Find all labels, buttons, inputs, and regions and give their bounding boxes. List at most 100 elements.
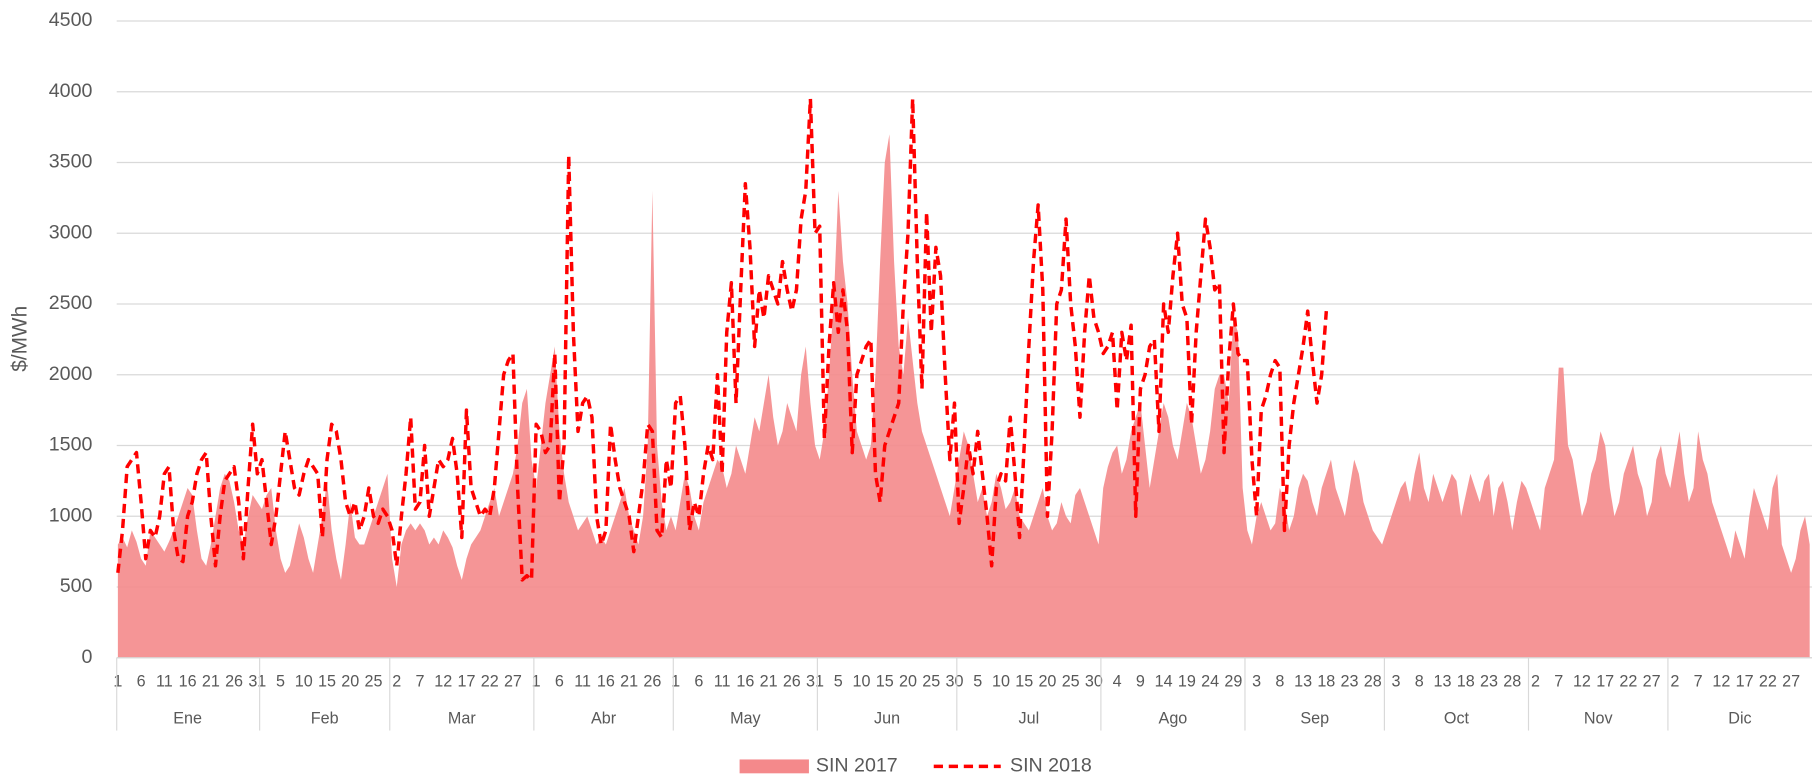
x-tick-label: 5: [834, 672, 843, 690]
x-tick-label: 4: [1113, 672, 1122, 690]
x-tick-label: 13: [1294, 672, 1312, 690]
x-tick-label: 23: [1341, 672, 1359, 690]
y-axis-label: $/MWh: [8, 306, 31, 372]
x-tick-label: 22: [481, 672, 499, 690]
y-tick-label: 4500: [49, 9, 93, 31]
x-group-label: May: [730, 709, 761, 727]
x-tick-label: 11: [156, 672, 173, 690]
x-tick-label: 6: [555, 672, 564, 690]
x-tick-label: 2: [1670, 672, 1679, 690]
x-group-label: Ago: [1159, 709, 1188, 727]
x-tick-label: 31: [806, 672, 824, 690]
legend-swatch: [740, 759, 809, 773]
x-tick-label: 12: [434, 672, 452, 690]
y-tick-label: 1500: [49, 434, 93, 456]
legend-label: SIN 2018: [1010, 755, 1092, 777]
x-tick-label: 21: [620, 672, 638, 690]
x-tick-label: 17: [1736, 672, 1754, 690]
x-tick-label: 30: [945, 672, 963, 690]
x-group-label: Mar: [448, 709, 476, 727]
x-tick-label: 6: [694, 672, 703, 690]
x-tick-label: 8: [1415, 672, 1424, 690]
x-tick-label: 30: [1085, 672, 1103, 690]
x-tick-label: 16: [597, 672, 615, 690]
x-tick-label: 1: [671, 672, 680, 690]
x-tick-label: 11: [574, 672, 591, 690]
x-tick-label: 3: [1392, 672, 1401, 690]
x-tick-label: 11: [714, 672, 731, 690]
x-tick-label: 16: [736, 672, 754, 690]
x-tick-label: 25: [922, 672, 940, 690]
x-group-label: Dic: [1728, 709, 1751, 727]
x-tick-label: 18: [1317, 672, 1335, 690]
x-tick-label: 27: [504, 672, 522, 690]
x-tick-label: 17: [457, 672, 475, 690]
x-tick-label: 2: [1531, 672, 1540, 690]
x-tick-label: 10: [992, 672, 1010, 690]
x-tick-label: 7: [1694, 672, 1703, 690]
x-tick-label: 21: [760, 672, 778, 690]
y-tick-label: 4000: [49, 80, 93, 102]
x-tick-label: 20: [1038, 672, 1056, 690]
x-group-label: Nov: [1584, 709, 1614, 727]
x-tick-label: 26: [783, 672, 801, 690]
y-tick-label: 2000: [49, 363, 93, 385]
x-tick-label: 8: [1275, 672, 1284, 690]
x-tick-label: 1: [113, 672, 122, 690]
legend-label: SIN 2017: [816, 755, 898, 777]
x-tick-label: 22: [1759, 672, 1777, 690]
x-tick-label: 21: [202, 672, 220, 690]
x-tick-label: 13: [1434, 672, 1452, 690]
x-tick-label: 16: [179, 672, 197, 690]
x-tick-label: 5: [973, 672, 982, 690]
x-tick-label: 12: [1573, 672, 1591, 690]
x-tick-label: 20: [341, 672, 359, 690]
x-tick-label: 25: [1062, 672, 1080, 690]
x-tick-label: 9: [1136, 672, 1145, 690]
x-tick-label: 3: [1252, 672, 1261, 690]
y-tick-label: 2500: [49, 292, 93, 314]
x-tick-label: 24: [1201, 672, 1219, 690]
x-group-label: Abr: [591, 709, 617, 727]
x-tick-label: 25: [365, 672, 383, 690]
x-tick-label: 28: [1503, 672, 1521, 690]
x-tick-label: 27: [1782, 672, 1800, 690]
x-tick-label: 12: [1712, 672, 1730, 690]
x-group-label: Feb: [311, 709, 339, 727]
x-tick-label: 1: [532, 672, 541, 690]
x-tick-label: 15: [318, 672, 336, 690]
x-tick-label: 19: [1178, 672, 1196, 690]
x-tick-label: 5: [276, 672, 285, 690]
y-tick-label: 3000: [49, 221, 93, 243]
x-tick-label: 26: [643, 672, 661, 690]
x-tick-label: 23: [1480, 672, 1498, 690]
x-tick-label: 18: [1457, 672, 1475, 690]
x-tick-label: 10: [853, 672, 871, 690]
x-tick-label: 17: [1596, 672, 1614, 690]
x-tick-label: 27: [1643, 672, 1661, 690]
x-tick-label: 2: [392, 672, 401, 690]
x-tick-label: 26: [225, 672, 243, 690]
x-tick-label: 15: [1015, 672, 1033, 690]
x-group-label: Jul: [1019, 709, 1040, 727]
x-group-label: Ene: [173, 709, 202, 727]
x-group-label: Jun: [874, 709, 900, 727]
x-tick-label: 10: [295, 672, 313, 690]
y-tick-label: 3500: [49, 151, 93, 173]
x-tick-label: 15: [876, 672, 894, 690]
x-tick-label: 6: [137, 672, 146, 690]
x-tick-label: 7: [415, 672, 424, 690]
y-tick-label: 0: [82, 646, 93, 668]
y-tick-label: 500: [60, 575, 93, 597]
x-group-label: Oct: [1444, 709, 1470, 727]
x-tick-label: 31: [248, 672, 266, 690]
x-tick-label: 14: [1155, 672, 1173, 690]
x-tick-label: 7: [1554, 672, 1563, 690]
x-tick-label: 29: [1224, 672, 1242, 690]
x-tick-label: 22: [1619, 672, 1637, 690]
x-tick-label: 20: [899, 672, 917, 690]
y-tick-label: 1000: [49, 504, 93, 526]
x-tick-label: 28: [1364, 672, 1382, 690]
chart: $/MWh 0500100015002000250030003500400045…: [0, 0, 1812, 777]
area: [118, 134, 1810, 658]
